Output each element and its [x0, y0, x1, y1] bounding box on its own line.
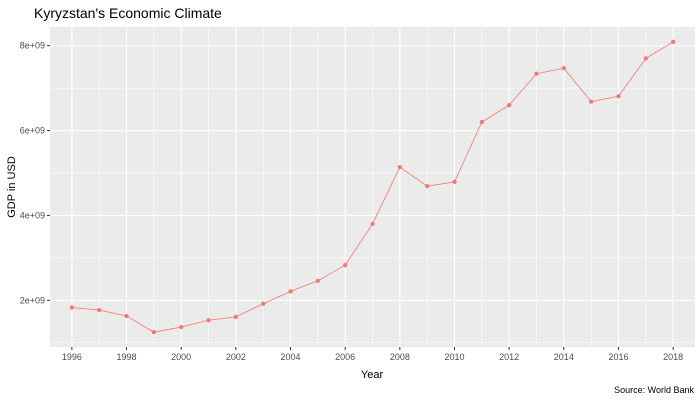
gdp-point — [534, 71, 539, 76]
major-grid — [50, 27, 695, 347]
gdp-point — [206, 318, 211, 323]
series-layer — [69, 39, 676, 335]
x-axis-title: Year — [361, 369, 384, 381]
gdp-point — [151, 330, 156, 335]
x-tick-label: 2014 — [554, 352, 574, 362]
y-tick-label: 8e+09 — [20, 41, 45, 51]
gdp-point — [261, 301, 266, 306]
x-tick-label: 2012 — [499, 352, 519, 362]
gdp-point — [124, 313, 129, 319]
gdp-point — [671, 39, 676, 44]
x-tick-label: 1996 — [62, 352, 82, 362]
gdp-point — [479, 119, 484, 125]
gdp-point — [507, 102, 512, 108]
y-axis: 2e+09 4e+09 6e+09 8e+09 — [20, 41, 50, 305]
gdp-point — [315, 278, 320, 283]
x-axis: 1996 1998 2000 2002 2004 2006 2008 2010 2012 2014… — [62, 347, 683, 362]
gdp-point — [370, 221, 375, 227]
gdp-point — [561, 66, 566, 71]
chart-title: Kyryzstan's Economic Climate — [34, 5, 222, 21]
gdp-point — [97, 307, 102, 313]
gdp-point — [616, 94, 621, 99]
x-tick-label: 2000 — [171, 352, 191, 362]
gdp-point — [425, 184, 430, 189]
gdp-point — [589, 99, 594, 104]
x-tick-label: 2010 — [444, 352, 464, 362]
x-tick-label: 2004 — [280, 352, 300, 362]
minor-grid — [50, 27, 695, 347]
gdp-point — [643, 56, 648, 61]
y-tick-label: 6e+09 — [20, 126, 45, 136]
y-tick-label: 2e+09 — [20, 295, 45, 305]
gdp-point — [179, 324, 184, 330]
gdp-point — [343, 262, 348, 268]
x-tick-label: 2006 — [335, 352, 355, 362]
gdp-point — [233, 314, 238, 319]
x-tick-label: 2002 — [226, 352, 246, 362]
x-tick-label: 2018 — [663, 352, 683, 362]
y-tick-label: 4e+09 — [20, 210, 45, 220]
x-tick-label: 1998 — [117, 352, 137, 362]
x-tick-label: 2008 — [390, 352, 410, 362]
source-caption: Source: World Bank — [614, 385, 694, 395]
x-tick-label: 2016 — [608, 352, 628, 362]
gdp-point — [69, 305, 74, 310]
y-axis-title: GDP in USD — [6, 156, 18, 218]
gdp-point — [452, 179, 457, 185]
gdp-point — [397, 164, 402, 170]
gdp-point — [288, 289, 293, 294]
